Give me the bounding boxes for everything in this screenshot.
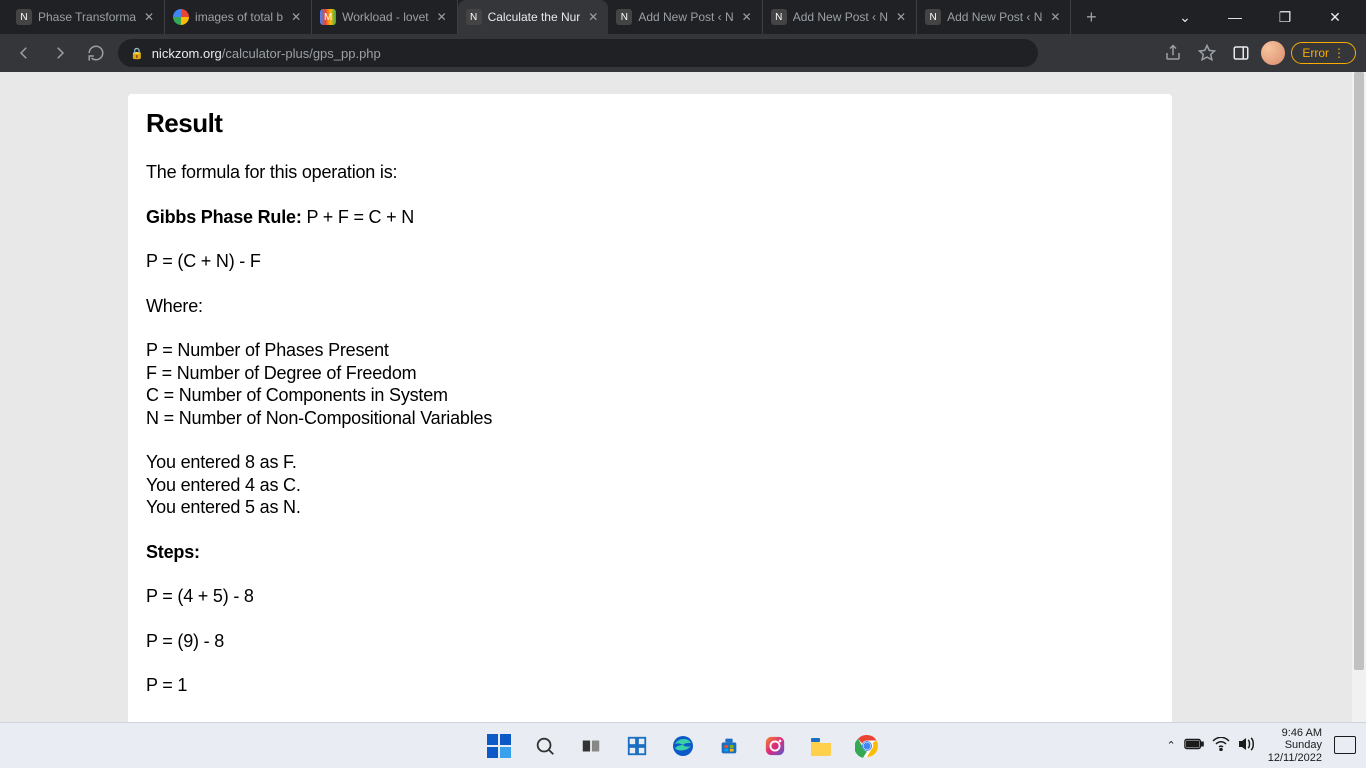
page-title: Result xyxy=(146,108,1154,139)
tab-close-icon[interactable]: ✕ xyxy=(586,10,600,24)
battery-icon[interactable] xyxy=(1184,738,1204,753)
url-domain: nickzom.org xyxy=(152,46,222,61)
window-close-button[interactable]: ✕ xyxy=(1312,0,1358,34)
browser-tab[interactable]: M Workload - lovet ✕ xyxy=(312,0,457,34)
tab-favicon-icon: M xyxy=(320,9,336,25)
definition-line: P = Number of Phases Present xyxy=(146,339,1154,362)
definition-line: C = Number of Components in System xyxy=(146,384,1154,407)
browser-tab[interactable]: N Add New Post ‹ N ✕ xyxy=(608,0,762,34)
steps-label: Steps: xyxy=(146,541,1154,564)
window-controls: ⌄ ― ❐ ✕ xyxy=(1162,0,1358,34)
tab-close-icon[interactable]: ✕ xyxy=(289,10,303,24)
taskbar-pinned-apps xyxy=(479,726,887,766)
windows-taskbar: ⌃ 9:46 AM Sunday 12/11/2022 xyxy=(0,722,1366,768)
rule-equation: P + F = C + N xyxy=(306,207,414,227)
clock-date: 12/11/2022 xyxy=(1268,752,1322,765)
result-card: Result The formula for this operation is… xyxy=(128,94,1172,722)
page-viewport: Result The formula for this operation is… xyxy=(0,72,1352,722)
edge-icon[interactable] xyxy=(663,726,703,766)
tray-expand-icon[interactable]: ⌃ xyxy=(1167,739,1176,752)
tab-title: Add New Post ‹ N xyxy=(638,10,733,24)
lock-icon: 🔒 xyxy=(130,47,144,60)
sidepanel-icon[interactable] xyxy=(1227,39,1255,67)
definitions-block: P = Number of Phases PresentF = Number o… xyxy=(146,339,1154,429)
vertical-scrollbar[interactable] xyxy=(1352,72,1366,722)
search-icon[interactable] xyxy=(525,726,565,766)
wifi-icon[interactable] xyxy=(1212,737,1230,754)
definition-line: F = Number of Degree of Freedom xyxy=(146,362,1154,385)
browser-tab[interactable]: N Add New Post ‹ N ✕ xyxy=(917,0,1071,34)
entered-value-line: You entered 8 as F. xyxy=(146,451,1154,474)
kebab-icon: ⋮ xyxy=(1333,46,1345,60)
tab-favicon-icon: N xyxy=(466,9,482,25)
extension-error-button[interactable]: Error ⋮ xyxy=(1291,42,1356,64)
clock-time: 9:46 AM xyxy=(1268,727,1322,740)
steps-block: P = (4 + 5) - 8 P = (9) - 8 P = 1 xyxy=(146,585,1154,697)
browser-tab-bar: N Phase Transforma ✕ images of total b ✕ M Wor… xyxy=(0,0,1366,34)
tab-favicon-icon: N xyxy=(616,9,632,25)
tab-favicon-icon xyxy=(173,9,189,25)
chrome-icon[interactable] xyxy=(847,726,887,766)
entered-value-line: You entered 4 as C. xyxy=(146,474,1154,497)
profile-avatar[interactable] xyxy=(1261,41,1285,65)
step-line: P = 1 xyxy=(146,674,1154,697)
browser-tab[interactable]: images of total b ✕ xyxy=(165,0,312,34)
tab-title: images of total b xyxy=(195,10,283,24)
taskbar-clock[interactable]: 9:46 AM Sunday 12/11/2022 xyxy=(1268,727,1322,765)
clock-day: Sunday xyxy=(1268,739,1322,752)
tab-favicon-icon: N xyxy=(925,9,941,25)
tab-close-icon[interactable]: ✕ xyxy=(740,10,754,24)
browser-toolbar: 🔒 nickzom.org/calculator-plus/gps_pp.php… xyxy=(0,34,1366,72)
tab-favicon-icon: N xyxy=(771,9,787,25)
error-label: Error xyxy=(1302,46,1329,60)
derived-equation: P = (C + N) - F xyxy=(146,250,1154,273)
address-bar[interactable]: 🔒 nickzom.org/calculator-plus/gps_pp.php xyxy=(118,39,1038,67)
entered-value-line: You entered 5 as N. xyxy=(146,496,1154,519)
tab-favicon-icon: N xyxy=(16,9,32,25)
browser-tab[interactable]: N Calculate the Nur ✕ xyxy=(458,0,609,34)
tab-close-icon[interactable]: ✕ xyxy=(1048,10,1062,24)
forward-button[interactable] xyxy=(46,39,74,67)
tab-title: Calculate the Nur xyxy=(488,10,581,24)
tab-close-icon[interactable]: ✕ xyxy=(435,10,449,24)
step-line: P = (4 + 5) - 8 xyxy=(146,585,1154,608)
back-button[interactable] xyxy=(10,39,38,67)
tab-title: Add New Post ‹ N xyxy=(793,10,888,24)
instagram-icon[interactable] xyxy=(755,726,795,766)
definition-line: N = Number of Non-Compositional Variable… xyxy=(146,407,1154,430)
task-view-icon[interactable] xyxy=(571,726,611,766)
rule-label: Gibbs Phase Rule: xyxy=(146,207,302,227)
window-dropdown-icon[interactable]: ⌄ xyxy=(1162,0,1208,34)
tab-title: Workload - lovet xyxy=(342,10,428,24)
tab-close-icon[interactable]: ✕ xyxy=(142,10,156,24)
entered-values-block: You entered 8 as F.You entered 4 as C.Yo… xyxy=(146,451,1154,519)
scrollbar-thumb[interactable] xyxy=(1354,72,1364,670)
where-label: Where: xyxy=(146,295,1154,318)
file-explorer-icon[interactable] xyxy=(801,726,841,766)
tab-title: Phase Transforma xyxy=(38,10,136,24)
intro-text: The formula for this operation is: xyxy=(146,161,1154,184)
start-button[interactable] xyxy=(479,726,519,766)
window-minimize-button[interactable]: ― xyxy=(1212,0,1258,34)
notifications-icon[interactable] xyxy=(1334,736,1356,754)
reload-button[interactable] xyxy=(82,39,110,67)
tab-title: Add New Post ‹ N xyxy=(947,10,1042,24)
step-line: P = (9) - 8 xyxy=(146,630,1154,653)
volume-icon[interactable] xyxy=(1238,737,1256,754)
url-path: /calculator-plus/gps_pp.php xyxy=(222,46,381,61)
gibbs-rule-line: Gibbs Phase Rule: P + F = C + N xyxy=(146,206,1154,229)
browser-tab[interactable]: N Add New Post ‹ N ✕ xyxy=(763,0,917,34)
system-tray: ⌃ 9:46 AM Sunday 12/11/2022 xyxy=(1167,727,1356,765)
tab-close-icon[interactable]: ✕ xyxy=(894,10,908,24)
share-icon[interactable] xyxy=(1159,39,1187,67)
new-tab-button[interactable]: + xyxy=(1077,3,1105,31)
bookmark-star-icon[interactable] xyxy=(1193,39,1221,67)
window-maximize-button[interactable]: ❐ xyxy=(1262,0,1308,34)
store-icon[interactable] xyxy=(709,726,749,766)
widgets-icon[interactable] xyxy=(617,726,657,766)
browser-tab[interactable]: N Phase Transforma ✕ xyxy=(8,0,165,34)
